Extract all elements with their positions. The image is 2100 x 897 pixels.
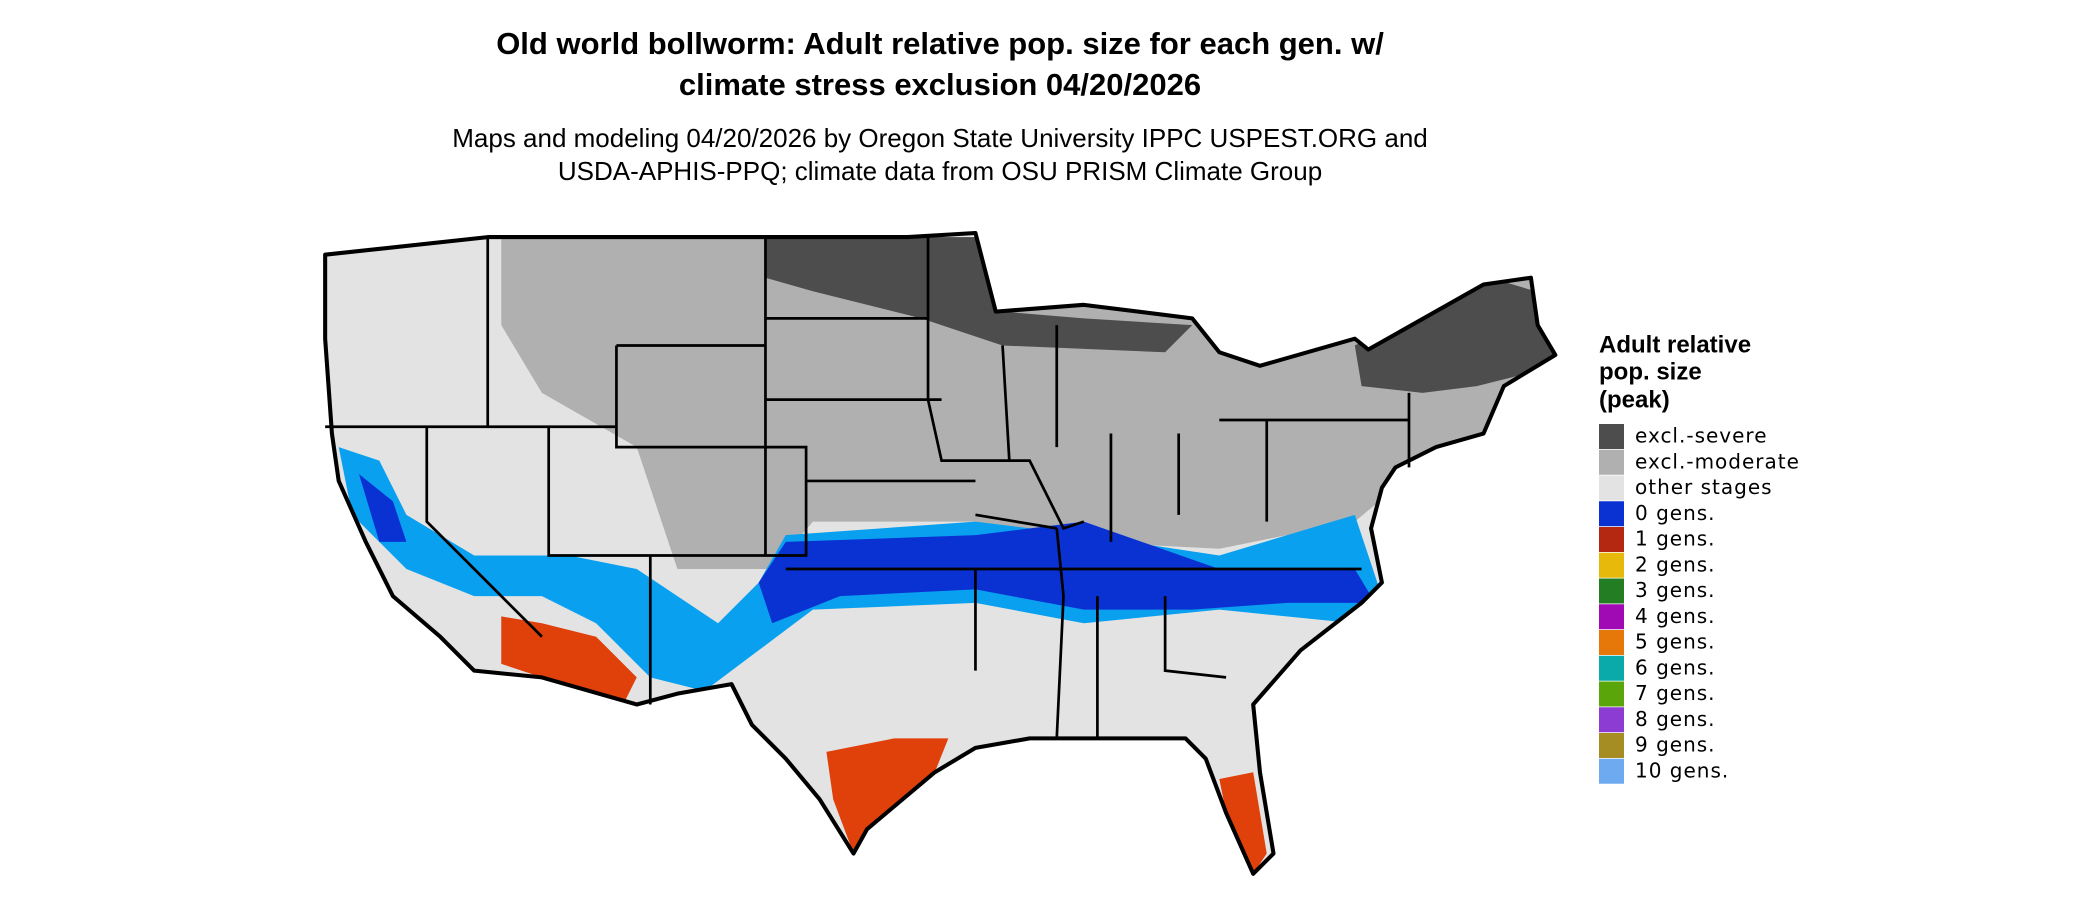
legend: Adult relative pop. size (peak) excl.-se… [1599, 331, 1800, 784]
legend-swatch [1599, 758, 1624, 784]
legend-label: other stages [1635, 475, 1773, 499]
region-red [501, 616, 1267, 874]
region-severe [1354, 277, 1556, 393]
subtitle: Maps and modeling 04/20/2026 by Oregon S… [452, 123, 1428, 153]
legend-swatch [1599, 527, 1624, 552]
legend-swatch [1599, 681, 1624, 707]
title: Old world bollworm: Adult relative pop. … [496, 26, 1384, 61]
legend-swatch [1599, 424, 1624, 449]
legend-label: 7 gens. [1635, 681, 1716, 705]
legend-label: 10 gens. [1635, 758, 1729, 782]
legend-swatch [1599, 707, 1624, 733]
region-severe [765, 237, 1193, 353]
legend-swatch [1599, 655, 1624, 681]
legend-swatch [1599, 449, 1624, 475]
legend-swatch [1599, 733, 1624, 758]
state-borders [325, 237, 1411, 739]
legend-swatch [1599, 578, 1624, 604]
map [323, 230, 1558, 876]
legend-title: (peak) [1599, 386, 1670, 413]
title: climate stress exclusion 04/20/2026 [679, 67, 1201, 102]
legend-swatch [1599, 501, 1624, 527]
legend-label: 5 gens. [1635, 630, 1716, 654]
legend-swatch [1599, 604, 1624, 630]
legend-title: Adult relative [1599, 331, 1751, 358]
legend-label: excl.-moderate [1635, 449, 1800, 473]
legend-label: 3 gens. [1635, 578, 1716, 602]
legend-label: 1 gens. [1635, 527, 1716, 551]
region-blue-dark [359, 474, 1376, 624]
legend-label: 6 gens. [1635, 655, 1716, 679]
legend-swatch [1599, 552, 1624, 578]
legend-title: pop. size [1599, 358, 1702, 385]
legend-swatch [1599, 475, 1624, 501]
legend-label: 9 gens. [1635, 733, 1716, 757]
legend-swatch [1599, 630, 1624, 655]
legend-label: 8 gens. [1635, 707, 1716, 731]
legend-label: excl.-severe [1635, 424, 1768, 448]
legend-label: 4 gens. [1635, 604, 1716, 628]
subtitle: USDA-APHIS-PPQ; climate data from OSU PR… [558, 156, 1322, 186]
legend-label: 2 gens. [1635, 552, 1716, 576]
legend-label: 0 gens. [1635, 501, 1716, 525]
us-outline [323, 230, 1558, 876]
